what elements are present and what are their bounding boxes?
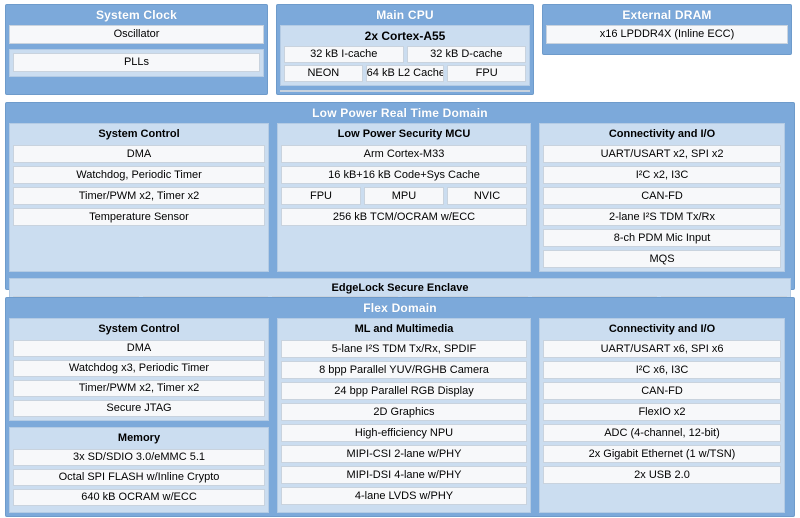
block-mcu-nvic: NVIC [447, 187, 527, 205]
block-lprt-uart-spi: UART/USART x2, SPI x2 [543, 145, 781, 163]
mcu-units-row: FPU MPU NVIC [281, 187, 527, 205]
block-flex-uart-spi: UART/USART x6, SPI x6 [543, 340, 781, 358]
group-ml-and-multimedia: ML and Multimedia 5-lane I²S TDM Tx/Rx, … [277, 318, 531, 513]
block-d-cache: 32 kB D-cache [406, 46, 526, 63]
block-l2-cache: 64 kB L2 Cache [365, 65, 445, 82]
group-title-lprt-system-control: System Control [98, 128, 180, 140]
panel-external-dram: External DRAM x16 LPDDR4X (Inline ECC) [542, 4, 792, 55]
flex-left-column: System Control DMA Watchdog x3, Periodic… [9, 318, 269, 513]
group-flex-system-control: System Control DMA Watchdog x3, Periodic… [9, 318, 269, 421]
block-i-cache: 32 kB I-cache [284, 46, 404, 63]
block-mcu-fpu: FPU [281, 187, 361, 205]
group-title-flex-connectivity-io: Connectivity and I/O [608, 323, 716, 335]
block-flex-watchdog: Watchdog x3, Periodic Timer [13, 360, 265, 377]
ml-multimedia-spacer [281, 508, 527, 509]
block-lprt-dma: DMA [13, 145, 265, 163]
group-title-lprt-connectivity-io: Connectivity and I/O [608, 128, 716, 140]
block-lprt-pdm-mic: 8-ch PDM Mic Input [543, 229, 781, 247]
block-lprt-watchdog: Watchdog, Periodic Timer [13, 166, 265, 184]
group-cortex-a55: 2x Cortex-A55 32 kB I-cache 32 kB D-cach… [280, 25, 530, 86]
flex-columns: System Control DMA Watchdog x3, Periodic… [9, 318, 791, 513]
group-plls: PLLs [9, 49, 264, 77]
block-code-sys-cache: 16 kB+16 kB Code+Sys Cache [281, 166, 527, 184]
block-lvds: 4-lane LVDS w/PHY [281, 487, 527, 505]
panel-system-clock: System Clock Oscillator PLLs [5, 4, 268, 95]
block-flex-timer-pwm: Timer/PWM x2, Timer x2 [13, 380, 265, 397]
block-parallel-rgb-display: 24 bpp Parallel RGB Display [281, 382, 527, 400]
group-title-cortex-a55: 2x Cortex-A55 [364, 29, 446, 43]
block-octal-spi-flash: Octal SPI FLASH w/Inline Crypto [13, 469, 265, 486]
block-sd-sdio-emmc: 3x SD/SDIO 3.0/eMMC 5.1 [13, 449, 265, 466]
lprt-system-control-spacer [13, 229, 265, 268]
block-flex-dma: DMA [13, 340, 265, 357]
panel-title-system-clock: System Clock [95, 8, 178, 22]
block-flex-i2c-i3c: I²C x6, I3C [543, 361, 781, 379]
block-npu: High-efficiency NPU [281, 424, 527, 442]
block-gigabit-ethernet: 2x Gigabit Ethernet (1 w/TSN) [543, 445, 781, 463]
block-parallel-camera: 8 bpp Parallel YUV/RGHB Camera [281, 361, 527, 379]
panel-title-low-power-real-time-domain: Low Power Real Time Domain [312, 106, 488, 120]
lprt-columns: System Control DMA Watchdog, Periodic Ti… [9, 123, 791, 272]
group-lprt-connectivity-io: Connectivity and I/O UART/USART x2, SPI … [539, 123, 785, 272]
block-neon: NEON [284, 65, 363, 82]
block-flex-can-fd: CAN-FD [543, 382, 781, 400]
block-oscillator: Oscillator [9, 25, 264, 44]
block-2d-graphics: 2D Graphics [281, 403, 527, 421]
block-mcu-mpu: MPU [364, 187, 444, 205]
block-lprt-mqs: MQS [543, 250, 781, 268]
block-tcm-ocram: 256 kB TCM/OCRAM w/ECC [281, 208, 527, 226]
panel-main-cpu: Main CPU 2x Cortex-A55 32 kB I-cache 32 … [276, 4, 534, 95]
block-lprt-i2c-i3c: I²C x2, I3C [543, 166, 781, 184]
block-mipi-dsi: MIPI-DSI 4-lane w/PHY [281, 466, 527, 484]
block-flex-secure-jtag: Secure JTAG [13, 400, 265, 417]
flex-connectivity-spacer [543, 487, 781, 509]
block-lprt-timer-pwm: Timer/PWM x2, Timer x2 [13, 187, 265, 205]
block-lprt-can-fd: CAN-FD [543, 187, 781, 205]
block-cortex-m33: Arm Cortex-M33 [281, 145, 527, 163]
block-l3-cache: 256 kB L3 Cache (ECC) [280, 90, 530, 92]
block-lprt-i2s-tdm: 2-lane I²S TDM Tx/Rx [543, 208, 781, 226]
group-title-flex-system-control: System Control [98, 323, 180, 335]
security-mcu-spacer [281, 229, 527, 268]
block-flexio: FlexIO x2 [543, 403, 781, 421]
group-flex-connectivity-io: Connectivity and I/O UART/USART x6, SPI … [539, 318, 785, 513]
block-usb: 2x USB 2.0 [543, 466, 781, 484]
panel-title-main-cpu: Main CPU [376, 8, 434, 22]
block-adc: ADC (4-channel, 12-bit) [543, 424, 781, 442]
panel-flex-domain: Flex Domain System Control DMA Watchdog … [5, 297, 795, 517]
cpu-cache-row-1: 32 kB I-cache 32 kB D-cache [284, 46, 526, 63]
system-clock-body: Oscillator PLLs [9, 25, 264, 77]
group-title-ml-and-multimedia: ML and Multimedia [354, 323, 454, 335]
block-ocram: 640 kB OCRAM w/ECC [13, 489, 265, 506]
group-lprt-system-control: System Control DMA Watchdog, Periodic Ti… [9, 123, 269, 272]
group-title-low-power-security-mcu: Low Power Security MCU [337, 128, 471, 140]
cpu-cache-row-2: NEON 64 kB L2 Cache FPU [284, 65, 527, 82]
block-lpddr4x: x16 LPDDR4X (Inline ECC) [546, 25, 788, 44]
block-lprt-temperature-sensor: Temperature Sensor [13, 208, 265, 226]
panel-low-power-real-time-domain: Low Power Real Time Domain System Contro… [5, 102, 795, 318]
group-flex-memory: Memory 3x SD/SDIO 3.0/eMMC 5.1 Octal SPI… [9, 427, 269, 513]
panel-title-flex-domain: Flex Domain [363, 301, 437, 315]
group-title-flex-memory: Memory [117, 432, 161, 444]
group-title-edgelock-secure-enclave: EdgeLock Secure Enclave [331, 282, 469, 294]
block-mipi-csi: MIPI-CSI 2-lane w/PHY [281, 445, 527, 463]
block-fpu: FPU [447, 65, 527, 82]
panel-title-external-dram: External DRAM [622, 8, 712, 22]
block-i2s-tdm-spdif: 5-lane I²S TDM Tx/Rx, SPDIF [281, 340, 527, 358]
block-plls: PLLs [13, 53, 260, 72]
group-low-power-security-mcu: Low Power Security MCU Arm Cortex-M33 16… [277, 123, 531, 272]
top-row: System Clock Oscillator PLLs Main CPU 2x… [5, 4, 795, 95]
